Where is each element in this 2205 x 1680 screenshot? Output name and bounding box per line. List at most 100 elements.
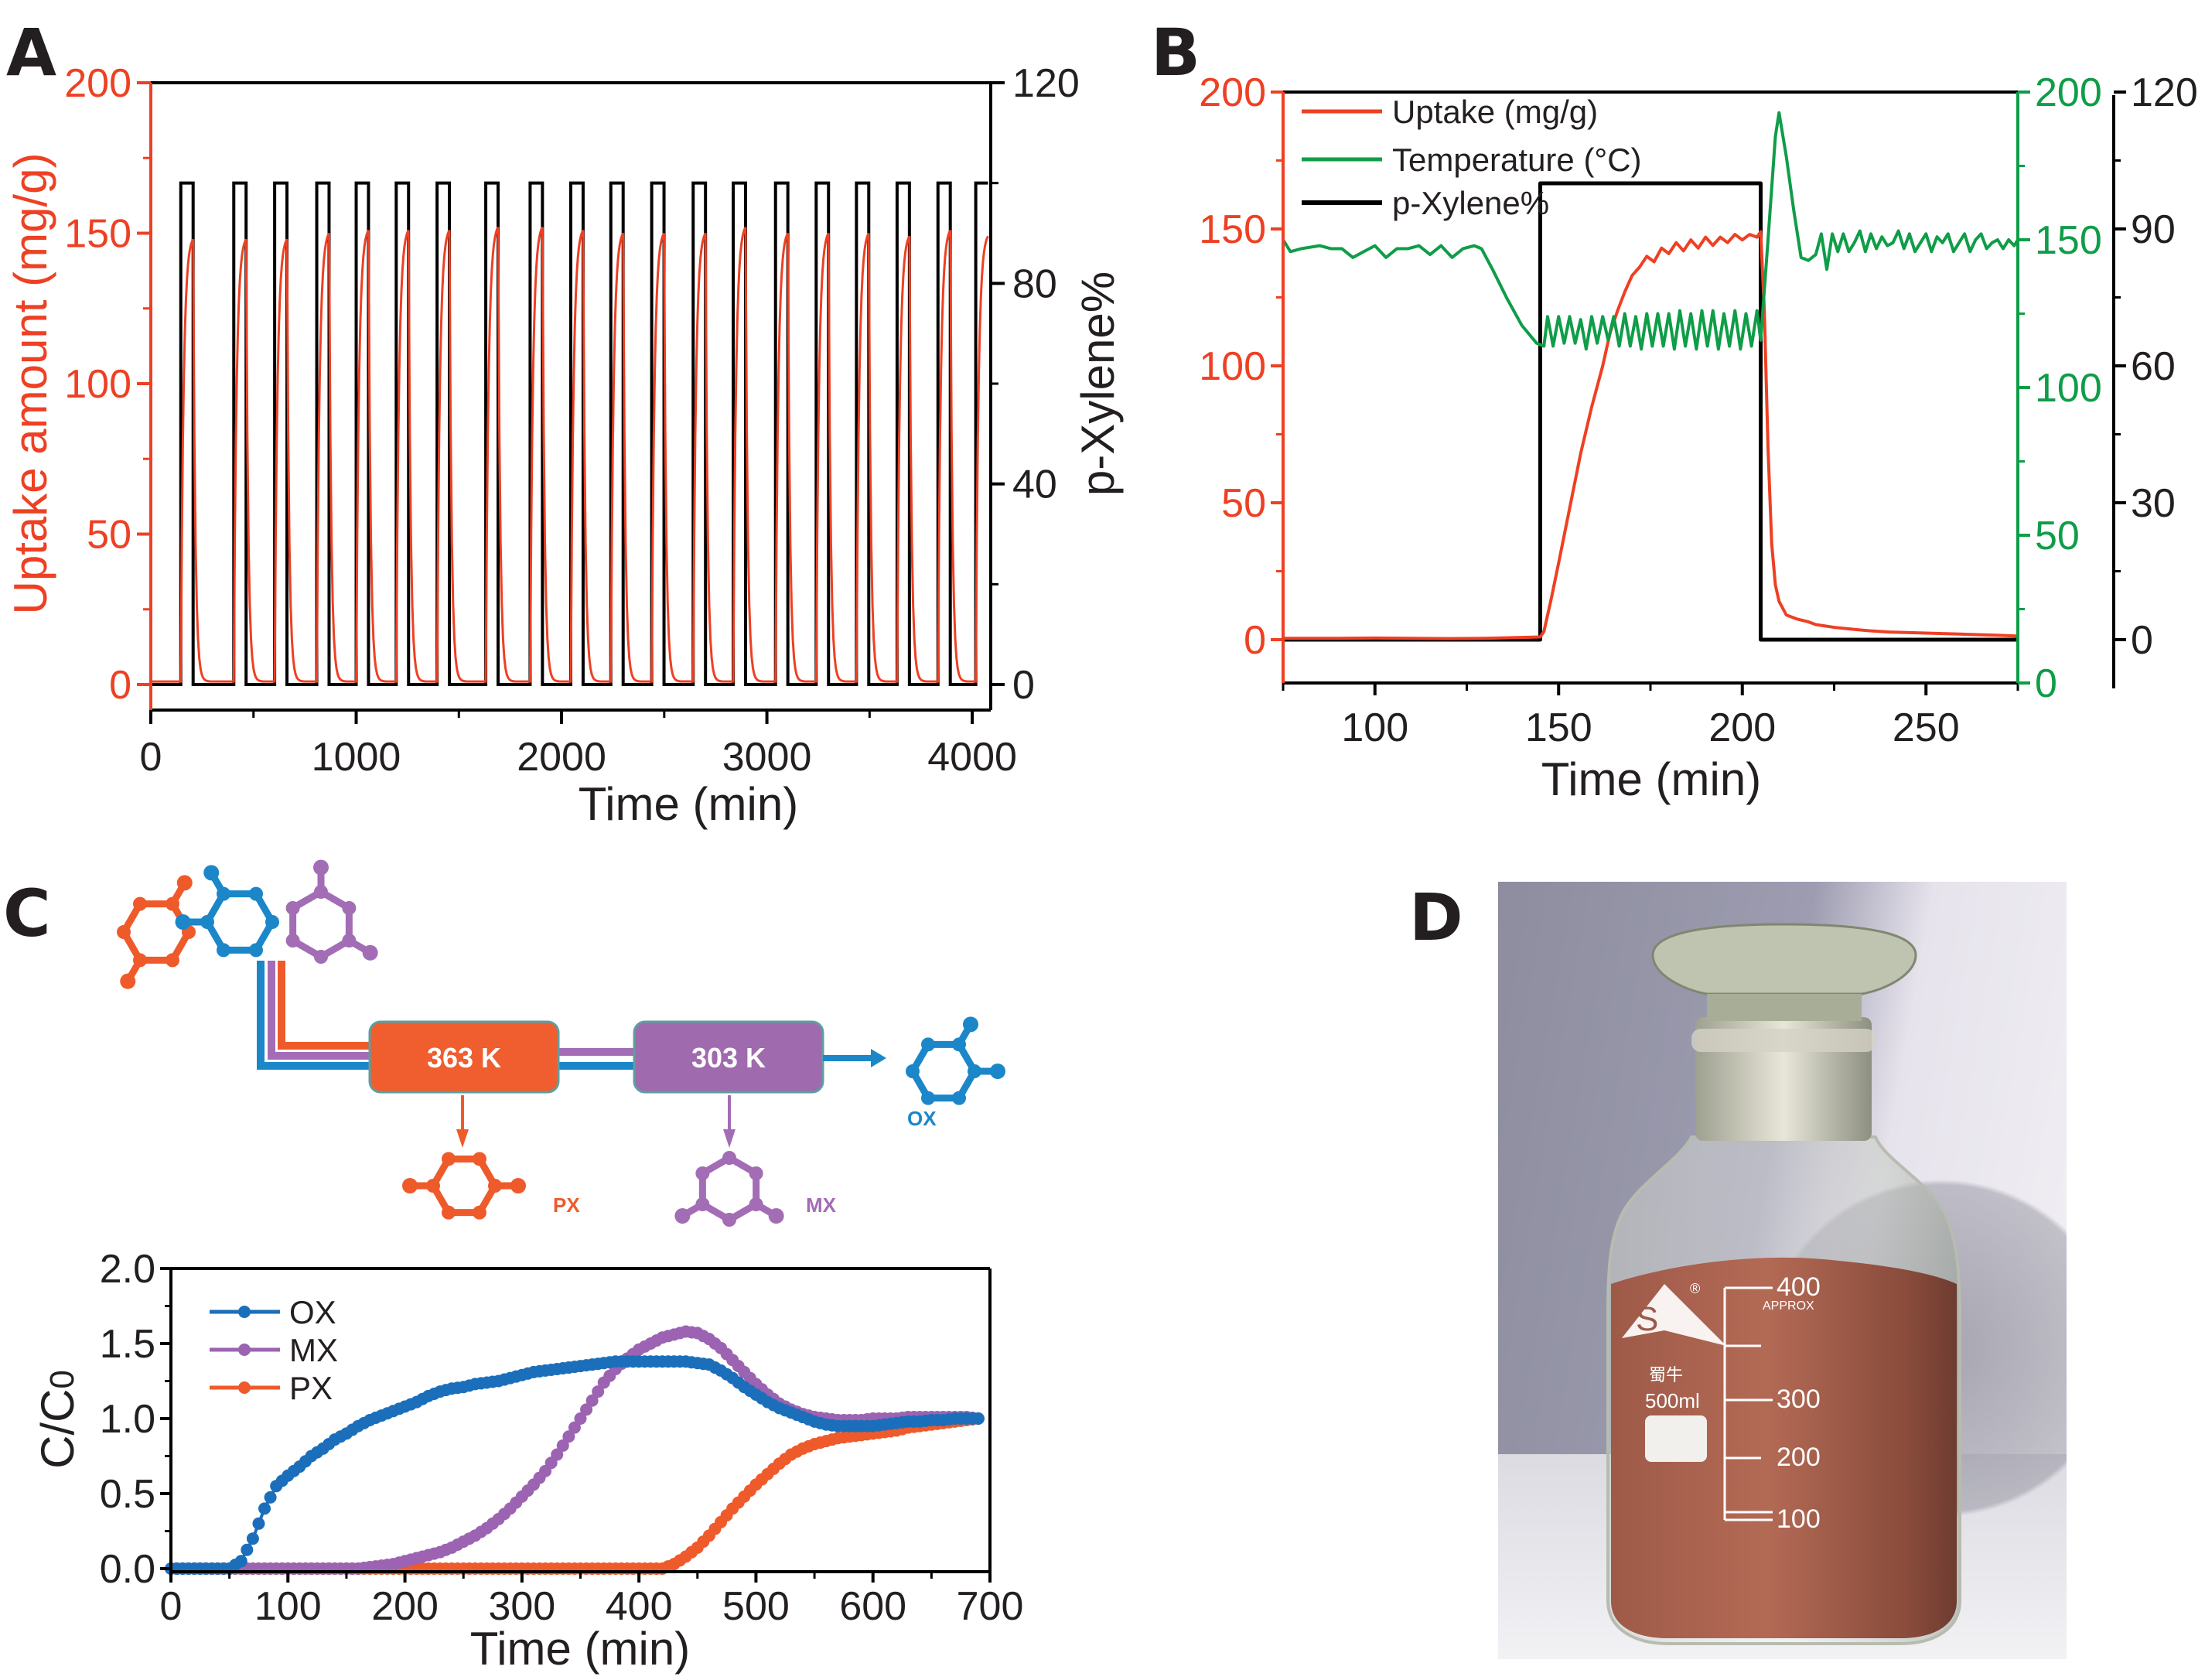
graduation-100: 100 [1777,1504,1821,1534]
x-tick-label: 0 [140,735,162,780]
uptake-line [151,227,989,683]
double-bond-gap [726,1199,755,1217]
double-bond-gap [127,906,145,935]
double-bond-gap [726,1161,755,1179]
panel-c-axes: 0 100 200 300 400 500 600 700 0.0 0.5 1.0 1.5 2.0 [100,1247,1024,1629]
y-right-tick-label: 0 [1012,663,1035,708]
x-tick-label: 1000 [312,735,401,780]
graduation-200: 200 [1777,1443,1821,1472]
methyl-atom [120,973,136,989]
ring-atom [426,1179,440,1193]
y-tick-label: 1.5 [100,1322,155,1367]
mx-molecule-feed [285,859,378,964]
double-bond-gap [916,1068,934,1097]
x-tick-label: 700 [957,1584,1024,1629]
x-tick-label: 4000 [927,735,1017,780]
y-tick-label: 2.0 [100,1247,155,1292]
arrow-px-head [456,1129,469,1148]
y-tick-label: 0.5 [100,1472,155,1517]
x-tick-label: 0 [160,1584,183,1629]
legend-label-mx: MX [289,1332,338,1368]
molecules [117,859,1005,1227]
x-tick-label: 100 [1341,705,1408,750]
graduation-approx: APPROX [1763,1299,1814,1313]
pxylene-tick-label: 30 [2131,481,2176,526]
x-tick-label: 600 [839,1584,906,1629]
stage-303k-label: 303 K [691,1042,766,1074]
temperature-tick-label: 0 [2035,661,2057,706]
ring-atom [342,934,357,948]
data-point-ox [252,1517,265,1530]
y-right-tick-label: 80 [1012,261,1057,306]
ring-atom [166,953,179,968]
powder-contents [1611,1257,1957,1638]
x-tick-label: 200 [1708,705,1776,750]
px-molecule-product [402,1152,526,1220]
ring-atom [695,1197,710,1211]
ring-atom [749,1197,763,1211]
stage-363k-box [368,1020,560,1094]
panel-a-xlabel: Time (min) [579,778,798,830]
ring-atom [442,1152,456,1166]
pxylene-tick-label: 90 [2131,207,2176,252]
x-tick-label: 300 [488,1584,555,1629]
ring-atom [285,901,300,915]
double-bond-gap [318,895,347,913]
panel-letter-a: A [6,15,56,90]
graduation-scale: 400 APPROX 300 200 100 [1723,1272,1821,1534]
arrow-mx-head [723,1129,736,1148]
feed-line-px [278,961,370,1050]
panel-letter-c: C [3,876,51,951]
ring-atom [166,896,179,911]
data-point-ox [246,1532,259,1545]
ring-atom [217,943,230,958]
y-left-tick-label: 0 [109,663,131,708]
data-point-mx [592,1385,605,1398]
px-molecule-feed [117,875,196,989]
ring-atom [249,943,263,958]
ring-atom [749,1166,763,1180]
double-bond-gap [436,1183,454,1211]
methyl-atom [176,875,193,891]
ring-atom [722,1213,736,1227]
ring-atom [473,1205,486,1220]
y-left-tick-label: 150 [64,212,131,257]
data-point-ox [971,1412,985,1425]
data-point-ox [234,1555,247,1568]
registered-mark: ® [1690,1281,1700,1296]
temperature-tick-label: 150 [2035,218,2102,263]
double-bond-gap [210,919,229,948]
ring-atom [906,1064,920,1078]
methyl-atom [963,1016,978,1033]
x-tick-label: 2000 [517,735,606,780]
temperature-tick-label: 200 [2035,70,2102,115]
panel-b-plot-area [1282,111,2019,642]
ring-atom [442,1205,456,1220]
pxylene-tick-label: 0 [2131,618,2153,663]
double-bond-gap [251,919,269,948]
temperature-tick-label: 100 [2035,366,2102,411]
ring-atom [488,1179,502,1193]
data-point-mx [580,1403,593,1416]
y-right-tick-label: 120 [1012,61,1080,106]
ring-atom [117,925,131,939]
data-point-mx [562,1430,575,1443]
ring-atom [314,885,328,899]
pxylene-line [1283,181,2018,642]
bottle-stopper [1651,923,1917,995]
panel-c-ylabel: C/C0 [32,1370,84,1469]
brand-cn: 蜀牛 [1649,1366,1683,1385]
mx-molecule-product [674,1151,784,1227]
subscript-zero: 0 [43,1370,81,1388]
arrow-ox-head [871,1049,886,1067]
y-left-tick-label: 200 [64,61,131,106]
panel-letter-b: B [1151,15,1200,90]
legend-label-pxylene: p-Xylene% [1392,185,1549,221]
data-point-ox [258,1502,271,1515]
ox-molecule-feed [175,865,279,958]
panel-b-legend: Uptake (mg/g) Temperature (°C) p-Xylene% [1302,94,1642,221]
ring-atom [952,1091,966,1105]
x-tick-label: 150 [1525,705,1592,750]
panel-a: A 0 1000 2000 3000 400005010015020004080120 … [5,15,1124,830]
